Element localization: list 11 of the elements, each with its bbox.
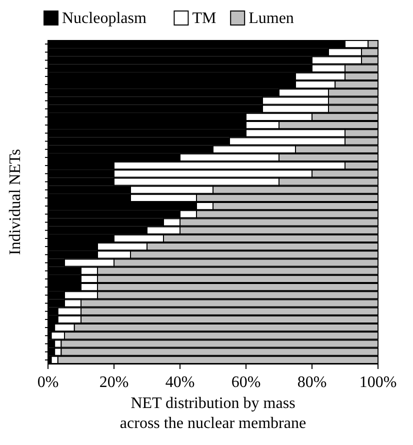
legend-label: TM	[192, 10, 216, 27]
x-tick-label: 20%	[99, 374, 129, 391]
legend-label: Nucleoplasm	[62, 10, 147, 27]
x-tick-label: 60%	[231, 374, 261, 391]
x-tick-label: 40%	[165, 374, 195, 391]
x-tick-label: 100%	[359, 374, 397, 391]
legend-label: Lumen	[248, 10, 294, 27]
x-axis-title: NET distribution by mass across the nuclear membrane	[120, 395, 306, 432]
x-tick-label: 80%	[297, 374, 327, 391]
x-tick-label: 0%	[37, 374, 59, 391]
y-axis-title: Individual NETs	[7, 149, 24, 255]
